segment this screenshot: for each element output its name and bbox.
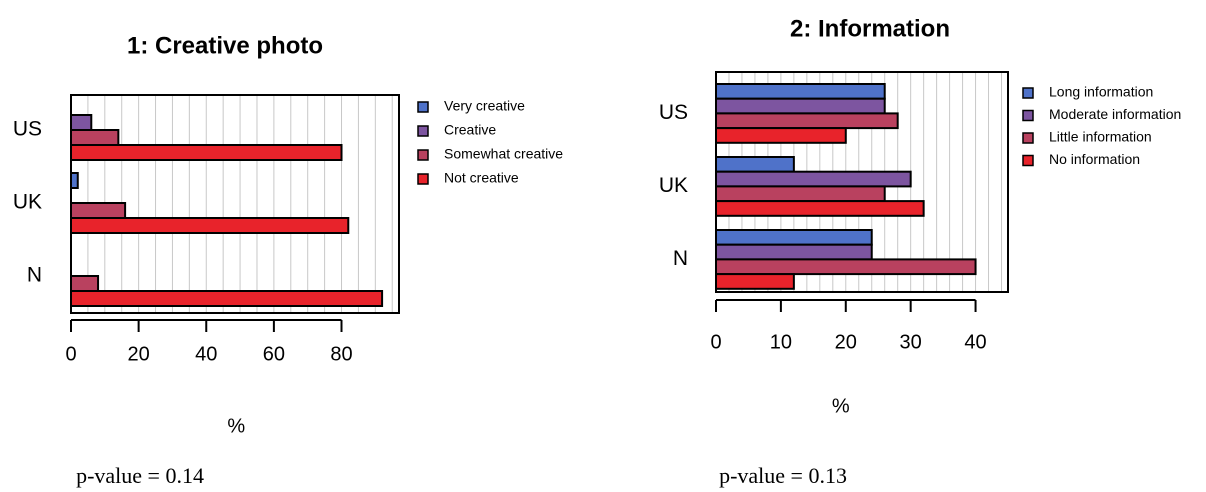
category-label: UK <box>13 191 42 214</box>
legend-label: Little information <box>1049 129 1152 145</box>
bar <box>70 275 100 292</box>
x-axis-label: % <box>227 415 245 437</box>
chart-title: 2: Information <box>790 15 950 42</box>
bar <box>715 200 925 217</box>
plot-frame <box>70 94 400 314</box>
bar <box>70 202 127 219</box>
legend-swatch <box>1022 87 1034 99</box>
category-label: N <box>673 247 688 270</box>
bar <box>70 217 350 234</box>
legend-swatch <box>417 125 429 137</box>
bar <box>715 243 873 261</box>
bar <box>715 258 977 276</box>
bar <box>715 127 847 144</box>
x-tick-label: 20 <box>128 343 150 365</box>
x-tick-label: 60 <box>263 343 285 365</box>
legend-swatch <box>1022 109 1034 122</box>
bar <box>715 229 873 246</box>
x-tick-label: 0 <box>65 343 76 365</box>
x-tick-label: 10 <box>770 331 792 353</box>
x-tick-label: 30 <box>900 331 922 353</box>
annotation: p-value = 0.13 <box>719 463 847 488</box>
legend-label: Creative <box>444 122 496 138</box>
legend-swatch <box>417 101 429 113</box>
bar <box>715 273 795 290</box>
bar <box>715 185 886 203</box>
bar <box>70 129 120 146</box>
bar <box>70 114 93 131</box>
legend-label: Somewhat creative <box>444 146 563 162</box>
bar <box>715 170 912 188</box>
plot-frame <box>715 71 1009 293</box>
legend-swatch <box>1022 154 1034 167</box>
x-tick-label: 20 <box>835 331 857 353</box>
legend-label: Not creative <box>444 170 519 186</box>
x-axis-label: % <box>832 395 850 417</box>
legend-label: No information <box>1049 151 1140 167</box>
bar <box>715 112 899 130</box>
legend-label: Moderate information <box>1049 106 1181 122</box>
legend-swatch <box>417 173 429 185</box>
legend-swatch <box>1022 132 1034 144</box>
category-label: US <box>659 101 688 124</box>
x-tick-label: 40 <box>964 331 986 353</box>
legend-swatch <box>417 149 429 161</box>
bar <box>715 83 886 100</box>
bar <box>715 156 795 173</box>
category-label: N <box>27 264 42 287</box>
bar <box>70 290 384 307</box>
x-tick-label: 0 <box>710 331 721 353</box>
annotation: p-value = 0.14 <box>76 463 204 488</box>
x-tick-label: 80 <box>330 343 352 365</box>
bar <box>70 172 79 189</box>
bar <box>715 97 886 115</box>
chart-title: 1: Creative photo <box>127 32 323 59</box>
bar <box>70 144 343 161</box>
x-tick-label: 40 <box>195 343 217 365</box>
legend-label: Very creative <box>444 98 525 114</box>
legend-label: Long information <box>1049 84 1153 100</box>
category-label: US <box>13 118 42 141</box>
category-label: UK <box>659 174 688 197</box>
